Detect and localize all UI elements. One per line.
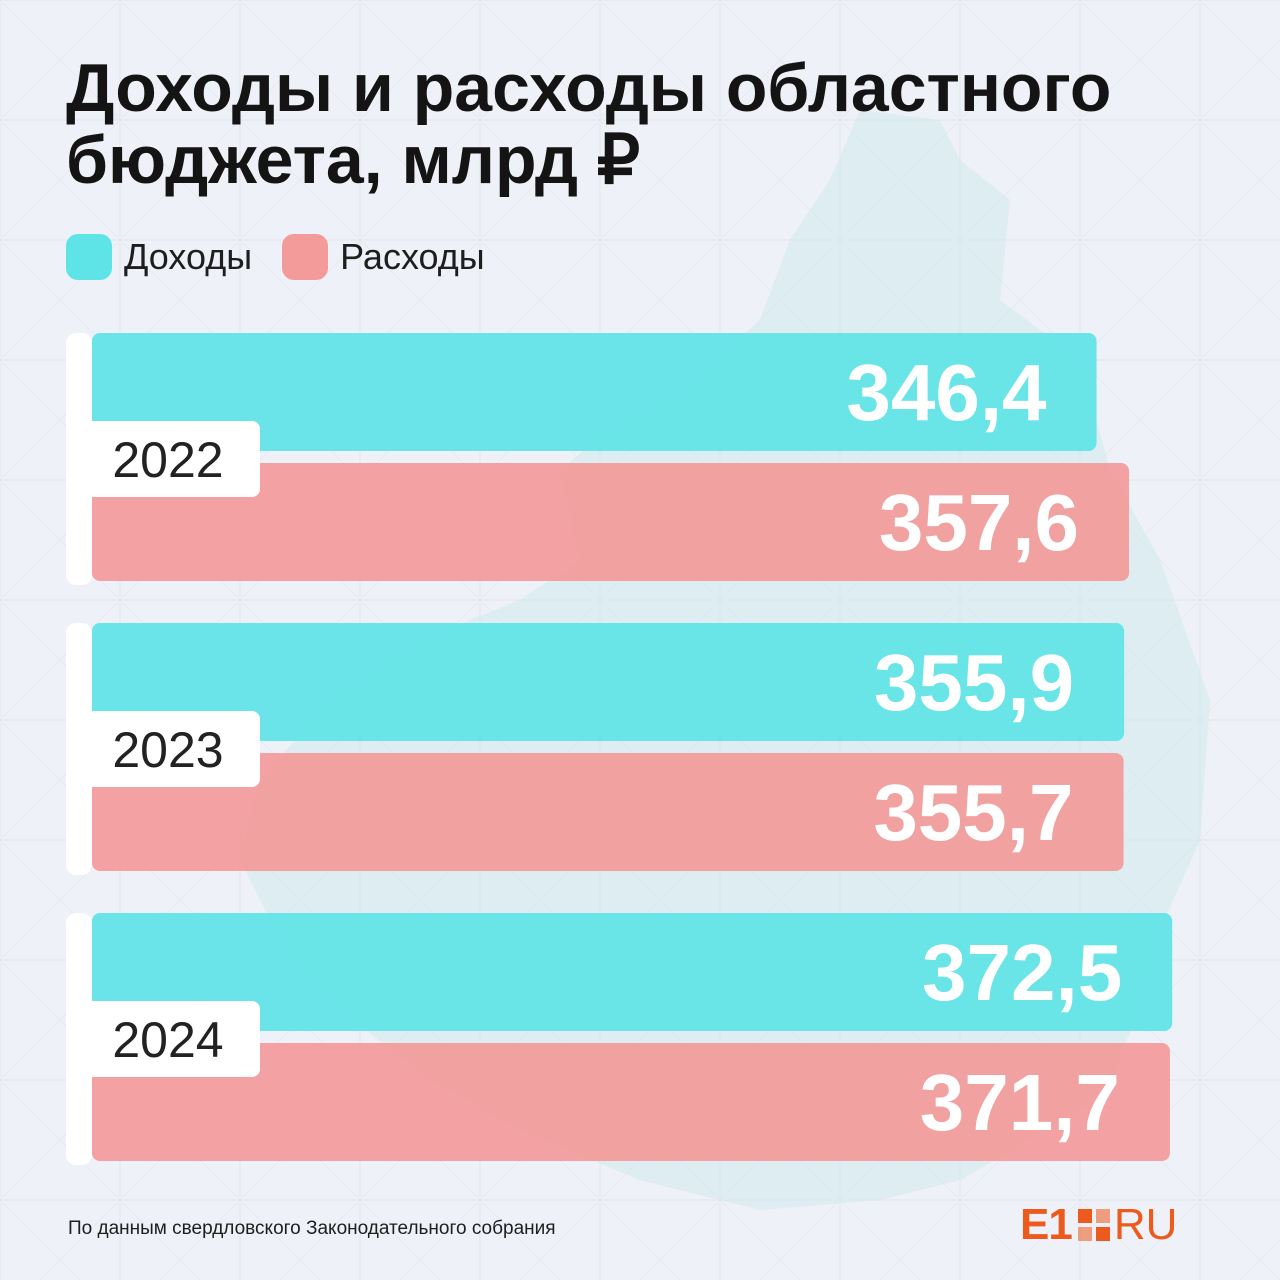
bar-income-2023 [92,623,1125,741]
year-tag-background [66,711,260,787]
year-tag-background [66,421,260,497]
legend-item-expense: Расходы [282,234,485,280]
bar-expense-2024 [92,1043,1170,1161]
year-label-2024: 2024 [112,1012,223,1068]
chart-title: Доходы и расходы областного бюджета, млр… [66,52,1216,196]
legend-label-expense: Расходы [340,236,485,277]
logo-squares-icon [1077,1209,1110,1241]
bar-group-2024: 372,5 371,7 2024 [66,913,1173,1165]
bar-group-2023: 355,9 355,7 2023 [66,623,1125,875]
logo-suffix-text: RU [1113,1200,1178,1249]
legend-label-income: Доходы [124,236,253,277]
year-label-2023: 2023 [112,722,223,778]
year-tag-background [66,1001,260,1077]
data-label-income-2024: 372,5 [922,928,1122,1017]
data-label-income-2023: 355,9 [874,638,1074,727]
logo-main-text: E1 [1020,1200,1073,1249]
title-line-1: Доходы и расходы областного [66,50,1112,126]
legend: Доходы Расходы [66,234,515,280]
title-line-2: бюджета, млрд ₽ [66,122,641,198]
bar-group-2022: 346,4 357,6 2022 [66,333,1130,585]
e1-logo: E1 RU [1020,1200,1178,1249]
year-label-2022: 2022 [112,432,223,488]
legend-item-income: Доходы [66,234,252,280]
legend-swatch-expense [282,234,329,280]
bar-expense-2023 [92,753,1124,871]
bar-income-2022 [92,333,1097,451]
data-label-expense-2023: 355,7 [873,768,1073,857]
data-label-income-2022: 346,4 [846,348,1047,437]
legend-swatch-income [66,234,112,280]
data-label-expense-2022: 357,6 [879,478,1079,567]
source-note: По данным свердловского Законодательного… [68,1218,556,1239]
bar-income-2024 [92,913,1173,1031]
data-label-expense-2024: 371,7 [920,1058,1120,1147]
bar-expense-2022 [92,463,1130,581]
